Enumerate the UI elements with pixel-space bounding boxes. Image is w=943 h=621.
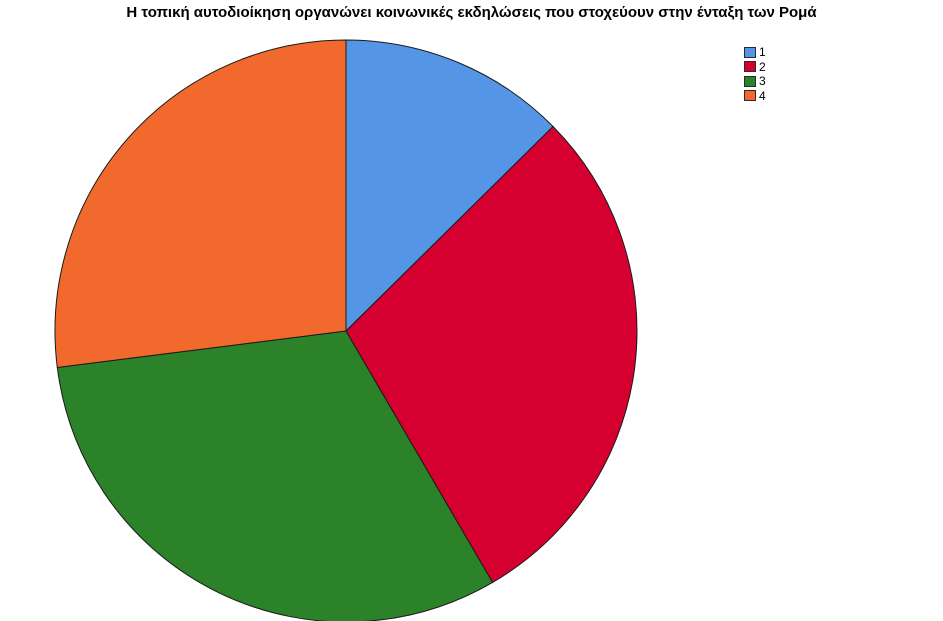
legend-label-1: 1 bbox=[759, 45, 766, 60]
pie-slice-2 bbox=[345, 126, 638, 583]
pie-slice-4 bbox=[54, 39, 347, 368]
legend-swatch-1 bbox=[744, 46, 756, 58]
legend-entry-2: 2 bbox=[744, 60, 766, 75]
legend-label-4: 4 bbox=[759, 88, 766, 103]
legend-swatch-4 bbox=[744, 90, 756, 102]
pie-slice-3 bbox=[56, 330, 494, 621]
legend-entry-1: 1 bbox=[744, 45, 766, 60]
legend-label-2: 2 bbox=[759, 59, 766, 74]
legend: 1 2 3 4 bbox=[744, 45, 766, 103]
legend-swatch-2 bbox=[744, 61, 756, 73]
legend-entry-3: 3 bbox=[744, 74, 766, 89]
legend-label-3: 3 bbox=[759, 74, 766, 89]
legend-entry-4: 4 bbox=[744, 89, 766, 104]
pie-slice-1 bbox=[345, 39, 554, 332]
chart-title: Η τοπική αυτοδιοίκηση οργανώνει κοινωνικ… bbox=[126, 4, 817, 21]
legend-swatch-3 bbox=[744, 75, 756, 87]
